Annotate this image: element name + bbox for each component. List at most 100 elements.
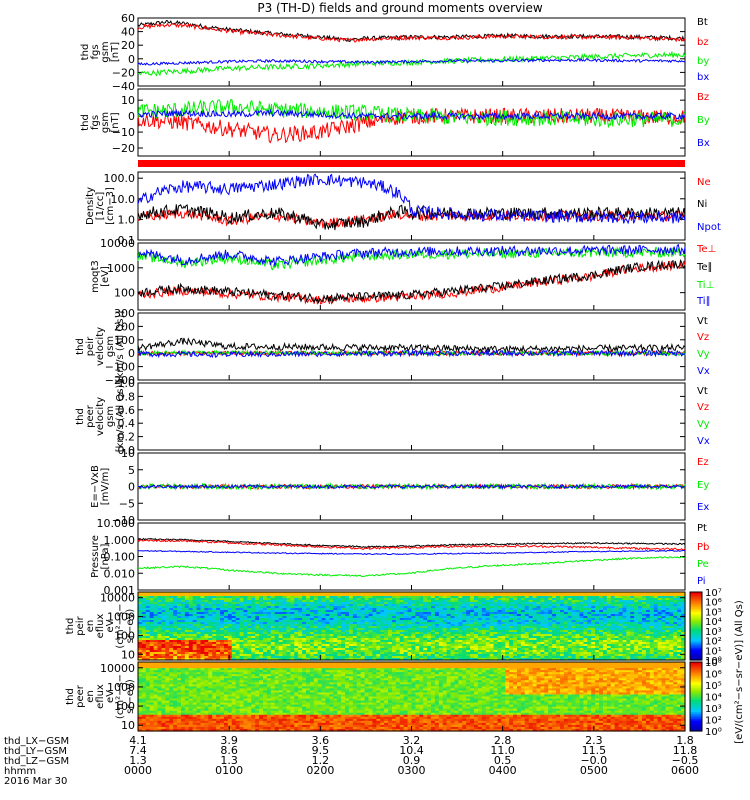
- y-tick-label: 10000: [100, 662, 135, 675]
- y-tick-label: −20: [112, 66, 135, 79]
- series-line-Vt: [137, 337, 686, 354]
- y-tick-label: −200: [105, 374, 135, 387]
- colorbar-units-label: [eV/(cm²−s−sr−eV)] (All Qs): [734, 600, 745, 744]
- y-tick-label: 1000: [107, 611, 135, 624]
- y-axis-label: [nT]: [110, 112, 121, 132]
- y-tick-label: 0.001: [104, 584, 136, 597]
- date-label: 2016 Mar 30: [4, 776, 67, 787]
- legend-label-Bt: Bt: [697, 17, 708, 28]
- y-axis-label: sr−eV): [125, 679, 136, 714]
- x-tick-label: 9.5: [312, 744, 330, 757]
- y-tick-label: 0.0: [118, 444, 136, 457]
- legend-label-Vx: Vx: [697, 366, 710, 377]
- y-tick-label: 100: [114, 287, 135, 300]
- x-row-label: thd_LX−GSM: [4, 736, 69, 747]
- colorbar-tick-label: 10⁴: [705, 693, 722, 704]
- y-tick-label: 0.6: [118, 404, 136, 417]
- colorbar-tick-label: 10⁰: [705, 727, 722, 738]
- y-axis-label: E=−VxB: [90, 465, 101, 508]
- legend-label-Ex: Ex: [697, 502, 709, 513]
- x-tick-label: 0600: [671, 764, 699, 777]
- x-tick-label: 0000: [124, 764, 152, 777]
- panel-7: 10 5 0 −5 −10 E=−VxB [mV/m] Ez Ey Ex: [90, 447, 709, 527]
- y-axis-label: thd: [80, 114, 91, 131]
- x-tick-label: 0500: [580, 764, 608, 777]
- x-tick-label: 11.0: [490, 744, 515, 757]
- y-axis-label: [1/cc]: [95, 192, 106, 221]
- colorbar-frame: [689, 661, 703, 732]
- x-tick-label: −0.5: [672, 754, 699, 767]
- colorbar-tick-label: 10³: [705, 627, 722, 638]
- y-axis-label: moqt3: [90, 260, 101, 293]
- legend-label-Ey: Ey: [697, 480, 709, 491]
- x-tick-label: 1.3: [220, 754, 238, 767]
- x-tick-label: 11.8: [673, 744, 698, 757]
- colorbar-tick-label: 10⁰: [705, 656, 722, 667]
- y-axis-label: en: [85, 620, 96, 633]
- y-tick-label: 200: [114, 320, 135, 333]
- x-tick-label: 0300: [398, 764, 426, 777]
- legend-label-Ne: Ne: [697, 177, 711, 188]
- y-axis-label: thd: [75, 338, 86, 355]
- x-tick-label: 0.9: [403, 754, 421, 767]
- y-axis-label: [nT]: [110, 42, 121, 62]
- y-tick-label: 0: [128, 347, 135, 360]
- y-tick-label: 10.000: [97, 517, 136, 530]
- colorbar-tick-label: 10¹: [705, 646, 722, 657]
- y-tick-label: 300: [114, 307, 135, 320]
- y-tick-label: 0.8: [118, 390, 136, 403]
- spectrogram-electron: [138, 662, 686, 732]
- status-bar-fill: [138, 160, 685, 167]
- y-tick-label: 100: [114, 629, 135, 642]
- series-line-by: [137, 50, 686, 77]
- y-axis-label: peir: [75, 615, 86, 635]
- y-axis-label: Pressure: [90, 535, 101, 578]
- x-tick-label: 7.4: [129, 744, 147, 757]
- y-axis-label: (cm²−s−: [115, 603, 126, 648]
- legend-label-Pi: Pi: [697, 576, 706, 587]
- y-axis-label: [km/s (All Qs)]: [115, 311, 126, 383]
- y-axis-label: peir: [85, 336, 96, 356]
- y-tick-label: −100: [105, 361, 135, 374]
- y-axis-label: thd: [65, 688, 76, 705]
- series-line-Ti∥: [137, 243, 686, 267]
- series-line-By: [137, 98, 686, 129]
- y-tick-label: 0.1: [118, 234, 136, 247]
- y-tick-label: 10000: [100, 592, 135, 605]
- y-tick-label: −40: [112, 80, 135, 93]
- spectrogram-ion: [138, 592, 686, 661]
- figure-title: P3 (TH-D) fields and ground moments over…: [257, 1, 542, 15]
- colorbar-tick-label: 10⁵: [705, 607, 722, 618]
- y-axis-label: fgs: [90, 115, 101, 130]
- y-axis-label: (cm²−s−: [115, 674, 126, 719]
- x-tick-label: −0.0: [580, 754, 607, 767]
- y-axis-label: eflux: [95, 614, 106, 639]
- y-tick-label: 10: [121, 719, 135, 732]
- y-tick-label: 1.0: [118, 213, 136, 226]
- y-axis-label: fgs: [90, 44, 101, 59]
- series-line-Vx: [137, 348, 686, 359]
- y-axis-label: gsm: [105, 336, 116, 357]
- x-tick-label: 1.8: [676, 734, 694, 747]
- y-tick-label: 0.2: [118, 431, 136, 444]
- legend-label-Ti⊥: Ti⊥: [696, 280, 714, 291]
- y-tick-label: 1.0: [118, 377, 136, 390]
- x-tick-label: 3.9: [220, 734, 238, 747]
- colorbar-tick-label: 10⁴: [705, 617, 722, 628]
- series-line-bz: [137, 22, 686, 43]
- series-line-Te∥: [137, 258, 686, 305]
- legend-label-Vx: Vx: [697, 436, 710, 447]
- x-tick-label: 0100: [215, 764, 243, 777]
- colorbar-tick-label: 10⁸: [705, 658, 722, 669]
- x-tick-label: 0.5: [494, 754, 512, 767]
- series-line-Npot: [137, 173, 686, 225]
- panel-frame: [137, 382, 686, 451]
- panel-frame: [137, 522, 686, 591]
- y-tick-label: 0.100: [104, 551, 136, 564]
